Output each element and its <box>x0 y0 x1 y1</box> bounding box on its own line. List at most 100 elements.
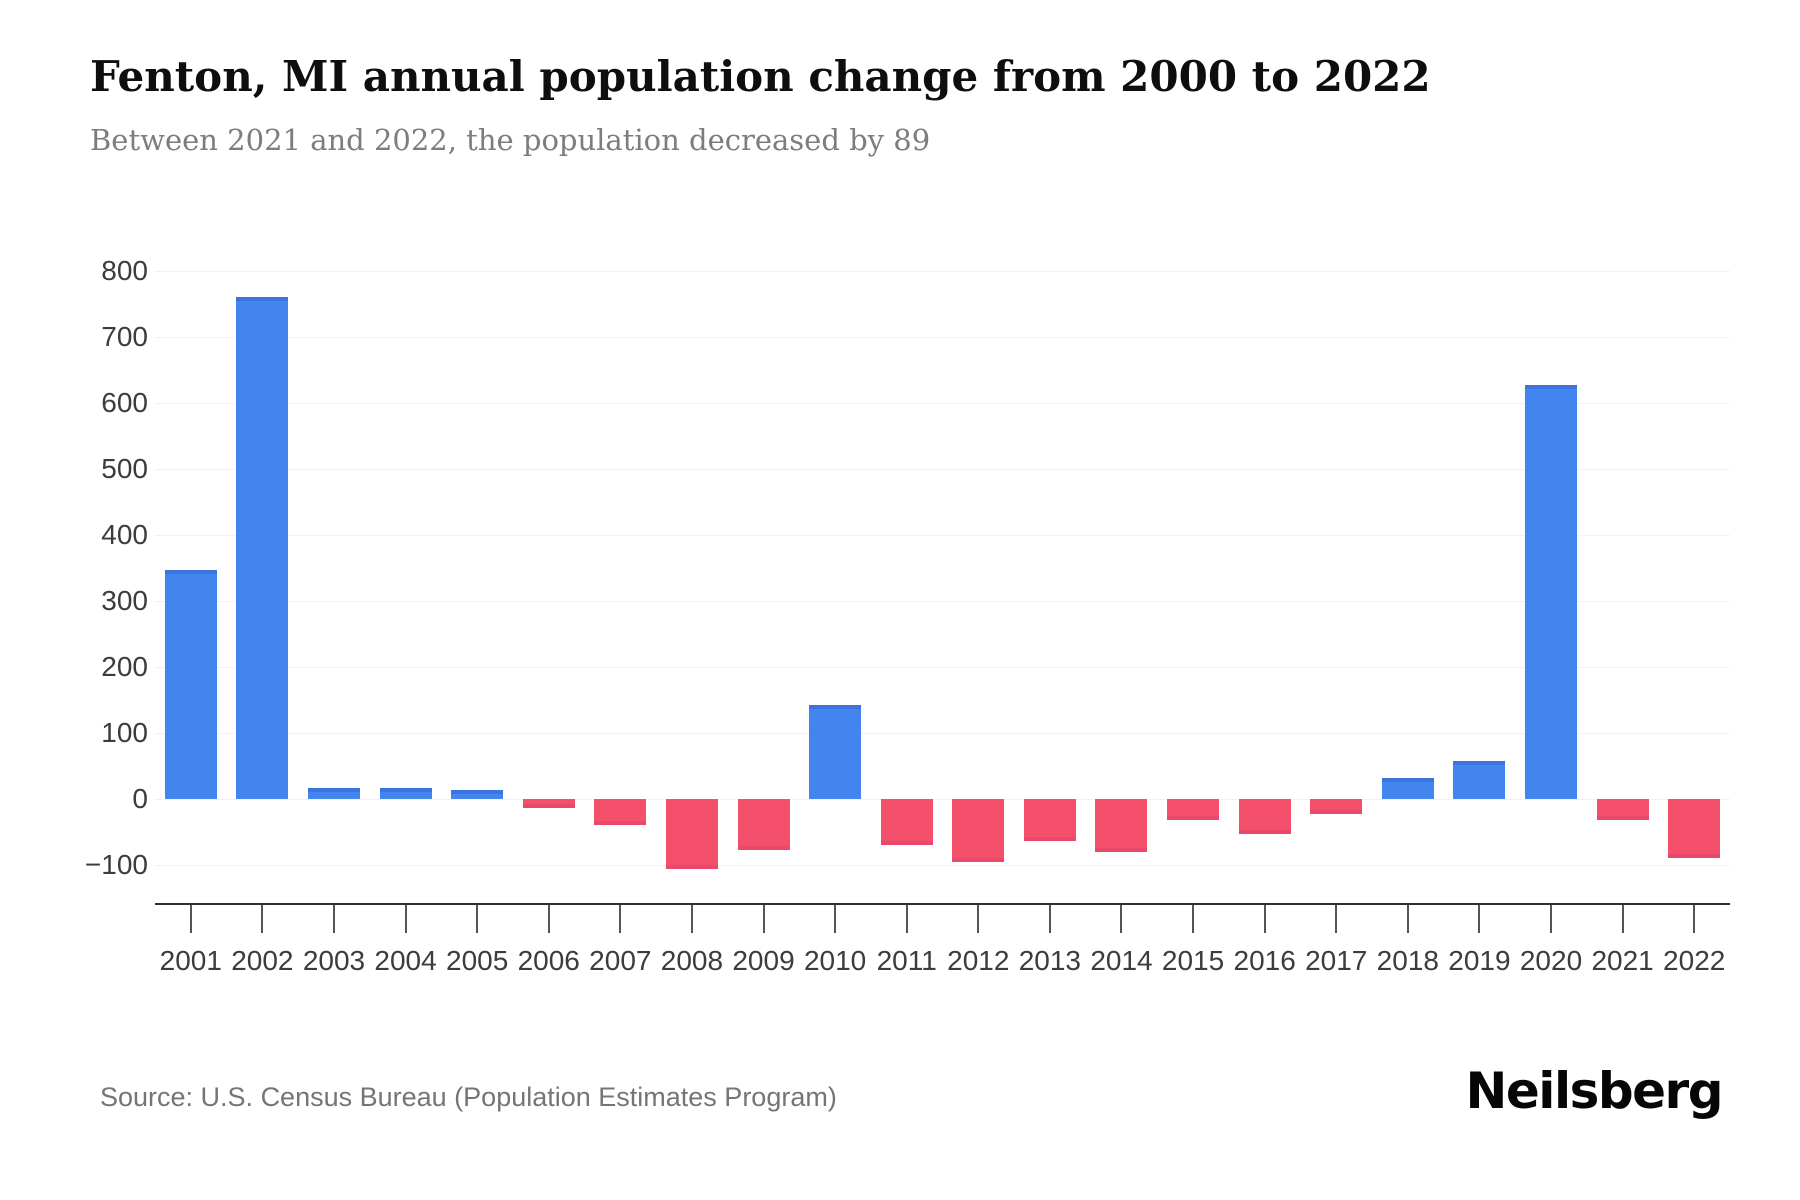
x-tick-2006 <box>547 905 550 933</box>
bar-cap <box>1167 816 1220 821</box>
bar-2013[interactable] <box>1023 799 1076 842</box>
x-tick-label-2013: 2013 <box>1018 945 1082 976</box>
bar-cap <box>737 846 790 851</box>
bar-2006[interactable] <box>522 799 575 808</box>
x-axis-line <box>155 903 1730 905</box>
bar-2016[interactable] <box>1238 799 1291 834</box>
bar-2001[interactable] <box>164 569 217 799</box>
x-tick-2001 <box>189 905 192 933</box>
bar-cap <box>1238 829 1291 834</box>
y-tick-label-800: 800 <box>101 255 148 286</box>
x-tick-label-2009: 2009 <box>732 945 795 976</box>
x-tick-label-2007: 2007 <box>589 945 652 976</box>
bar-2002[interactable] <box>236 297 289 799</box>
y-tick-label-500: 500 <box>101 453 148 484</box>
gridline-800 <box>155 271 1730 272</box>
x-tick-label-2018: 2018 <box>1376 945 1439 976</box>
x-tick-label-2004: 2004 <box>374 945 437 976</box>
x-tick-label-2014: 2014 <box>1090 945 1153 976</box>
x-tick-2007 <box>619 905 622 933</box>
x-tick-label-2016: 2016 <box>1233 945 1296 976</box>
x-tick-2012 <box>977 905 980 933</box>
x-tick-2020 <box>1550 905 1553 933</box>
bar-2008[interactable] <box>665 799 718 869</box>
bar-cap <box>594 821 647 826</box>
gridline-300 <box>155 601 1730 602</box>
x-tick-label-2019: 2019 <box>1448 945 1511 976</box>
chart-subtitle: Between 2021 and 2022, the population de… <box>90 123 931 157</box>
gridline-400 <box>155 535 1730 536</box>
x-tick-2019 <box>1478 905 1481 933</box>
y-tick-label-0: 0 <box>132 783 148 814</box>
bar-2019[interactable] <box>1453 761 1506 799</box>
bar-cap <box>1453 761 1506 766</box>
x-tick-label-2011: 2011 <box>876 945 937 976</box>
x-tick-2013 <box>1048 905 1051 933</box>
gridline-600 <box>155 403 1730 404</box>
bar-2007[interactable] <box>594 799 647 826</box>
bar-cap <box>522 803 575 808</box>
bar-2012[interactable] <box>952 799 1005 862</box>
x-tick-label-2015: 2015 <box>1161 945 1225 976</box>
bar-cap <box>1525 384 1578 389</box>
bar-2017[interactable] <box>1310 799 1363 815</box>
x-tick-label-2017: 2017 <box>1305 945 1368 976</box>
y-tick-label-100: 100 <box>101 717 148 748</box>
bar-2003[interactable] <box>307 788 360 799</box>
bar-cap <box>164 569 217 574</box>
chart-title: Fenton, MI annual population change from… <box>90 52 1431 101</box>
x-tick-label-2001: 2001 <box>159 945 222 976</box>
y-tick-label-200: 200 <box>101 651 148 682</box>
bar-cap <box>952 857 1005 862</box>
y-tick-label-300: 300 <box>101 585 148 616</box>
bar-cap <box>809 704 862 709</box>
bar-2022[interactable] <box>1668 799 1721 858</box>
bar-2018[interactable] <box>1381 777 1434 799</box>
bar-2004[interactable] <box>379 788 432 799</box>
x-tick-2022 <box>1693 905 1696 933</box>
chart-header: Fenton, MI annual population change from… <box>90 52 1431 157</box>
plot-area: 2001 2002 2003 2004 2005 2006 2007 2008 2009 2010… <box>155 235 1730 976</box>
x-tick-label-2021: 2021 <box>1591 945 1654 976</box>
bar-2010[interactable] <box>809 704 862 799</box>
bar-cap <box>1095 847 1148 852</box>
y-tick-label-700: 700 <box>101 321 148 352</box>
x-tick-2004 <box>404 905 407 933</box>
bar-cap <box>451 789 504 794</box>
x-tick-2014 <box>1120 905 1123 933</box>
bar-2015[interactable] <box>1167 799 1220 821</box>
x-tick-label-2012: 2012 <box>947 945 1010 976</box>
x-tick-2021 <box>1621 905 1624 933</box>
x-tick-2016 <box>1263 905 1266 933</box>
x-tick-label-2002: 2002 <box>231 945 294 976</box>
bar-2005[interactable] <box>451 789 504 799</box>
bar-cap <box>1023 837 1076 842</box>
x-tick-label-2005: 2005 <box>446 945 509 976</box>
neilsberg-logo: Neilsberg <box>1465 1062 1724 1120</box>
y-tick-label-−100: −100 <box>84 849 148 880</box>
x-tick-2002 <box>261 905 264 933</box>
x-tick-label-2010: 2010 <box>803 945 867 976</box>
bar-cap <box>880 841 933 846</box>
bar-cap <box>1668 853 1721 858</box>
x-tick-2018 <box>1406 905 1409 933</box>
bar-2011[interactable] <box>880 799 933 846</box>
gridline-500 <box>155 469 1730 470</box>
gridline-700 <box>155 337 1730 338</box>
x-tick-2008 <box>690 905 693 933</box>
x-tick-2017 <box>1335 905 1338 933</box>
bar-2021[interactable] <box>1596 799 1649 821</box>
bar-2009[interactable] <box>737 799 790 851</box>
gridline-0 <box>155 799 1730 800</box>
bar-cap <box>1310 810 1363 815</box>
x-tick-2005 <box>476 905 479 933</box>
bar-cap <box>665 864 718 869</box>
bar-2014[interactable] <box>1095 799 1148 852</box>
bar-cap <box>1596 816 1649 821</box>
bar-cap <box>236 297 289 302</box>
x-tick-2011 <box>905 905 908 933</box>
y-tick-label-600: 600 <box>101 387 148 418</box>
gridline-−100 <box>155 865 1730 866</box>
bar-2020[interactable] <box>1525 384 1578 799</box>
bar-cap <box>1381 777 1434 782</box>
